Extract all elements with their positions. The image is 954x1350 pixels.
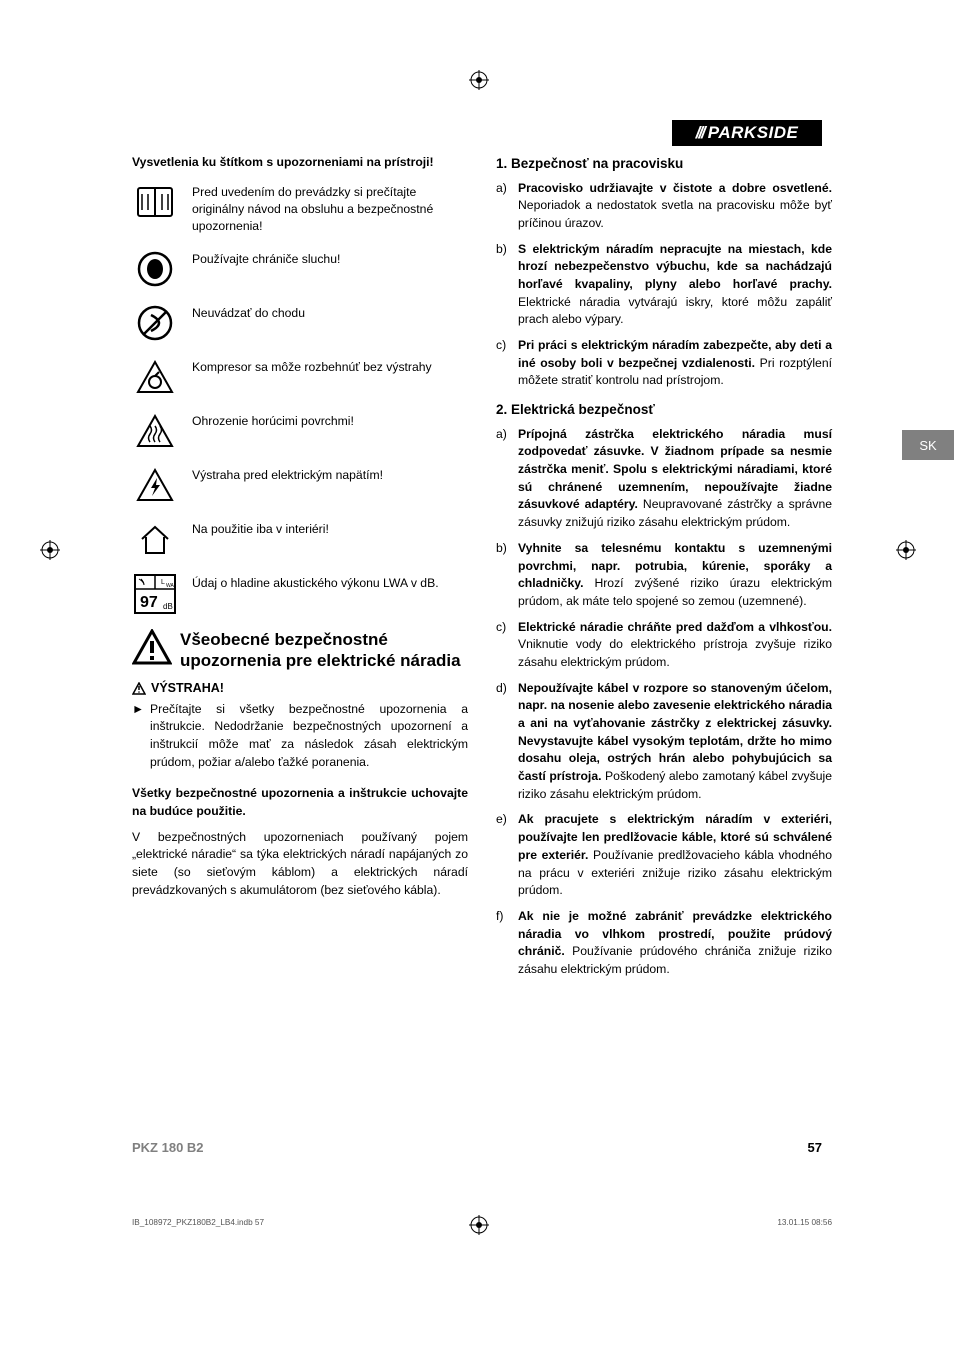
page-footer: PKZ 180 B2 57 (132, 1140, 822, 1155)
no-run-icon (132, 303, 178, 343)
s2-item-e: e) Ak pracujete s elektrickým náradím v … (496, 811, 832, 899)
language-tab: SK (902, 430, 954, 460)
s1-item-c: c) Pri práci s elektrickým náradím zabez… (496, 337, 832, 390)
page-number: 57 (808, 1140, 822, 1155)
icon-row-ear: Používajte chrániče sluchu! (132, 249, 468, 289)
icon-text: Údaj o hladine akustického výkonu LWA v … (192, 573, 468, 592)
icon-text: Pred uvedením do prevádzky si prečítajte… (192, 182, 468, 235)
small-warning-icon (132, 682, 146, 695)
icon-row-autostart: Kompresor sa môže rozbehnúť bez výstrahy (132, 357, 468, 397)
print-registration-left (40, 540, 60, 560)
right-column: 1. Bezpečnosť na pracovisku a) Pracovisk… (496, 154, 832, 987)
warning-triangle-icon (132, 629, 172, 672)
print-registration-top (469, 70, 489, 90)
hot-surface-icon (132, 411, 178, 451)
s2-item-a: a) Prípojná zástrčka elektrického náradi… (496, 426, 832, 532)
s2-item-f: f) Ak nie je možné zabrániť prevádzke el… (496, 908, 832, 979)
svg-text:dB: dB (163, 602, 173, 611)
icon-text: Na použitie iba v interiéri! (192, 519, 468, 538)
indoor-icon (132, 519, 178, 559)
imprint-line: IB_108972_PKZ180B2_LB4.indb 57 13.01.15 … (132, 1218, 832, 1227)
s1-item-b: b) S elektrickým náradím nepracujte na m… (496, 241, 832, 329)
warning-bullet: ► Prečítajte si všetky bezpečnostné upoz… (132, 701, 468, 782)
arrow-icon: ► (132, 701, 142, 782)
device-label-heading: Vysvetlenia ku štítkom s upozorneniami n… (132, 154, 468, 172)
svg-text:97: 97 (140, 594, 158, 611)
s2-item-d: d) Nepoužívajte kábel v rozpore so stano… (496, 680, 832, 804)
icon-text: Výstraha pred elektrickým napätím! (192, 465, 468, 484)
sound-icon: L WA 97 dB (132, 573, 178, 615)
icon-text: Kompresor sa môže rozbehnúť bez výstrahy (192, 357, 468, 376)
brand-logo: ///PARKSIDE (672, 120, 822, 146)
electric-icon (132, 465, 178, 505)
manual-icon (132, 182, 178, 222)
keep-instructions-bold: Všetky bezpečnostné upozornenia a inštru… (132, 785, 468, 820)
s2-item-b: b) Vyhnite sa telesnému kontaktu s uzemn… (496, 540, 832, 611)
left-column: Vysvetlenia ku štítkom s upozorneniami n… (132, 154, 468, 987)
section-1-heading: 1. Bezpečnosť na pracovisku (496, 154, 832, 174)
svg-text:L: L (161, 579, 165, 586)
icon-text: Používajte chrániče sluchu! (192, 249, 468, 268)
icon-text: Neuvádzať do chodu (192, 303, 468, 322)
icon-row-manual: Pred uvedením do prevádzky si prečítajte… (132, 182, 468, 235)
imprint-date: 13.01.15 08:56 (777, 1218, 832, 1227)
print-registration-right (896, 540, 916, 560)
icon-row-sound: L WA 97 dB Údaj o hladine akustického vý… (132, 573, 468, 615)
svg-text:WA: WA (166, 583, 175, 589)
icon-row-norun: Neuvádzať do chodu (132, 303, 468, 343)
s2-item-c: c) Elektrické náradie chráňte pred dažďo… (496, 619, 832, 672)
icon-row-electric: Výstraha pred elektrickým napätím! (132, 465, 468, 505)
icon-row-hot: Ohrozenie horúcimi povrchmi! (132, 411, 468, 451)
s1-item-a: a) Pracovisko udržiavajte v čistote a do… (496, 180, 832, 233)
icon-row-indoor: Na použitie iba v interiéri! (132, 519, 468, 559)
warning-body: Prečítajte si všetky bezpečnostné upozor… (150, 701, 468, 772)
warning-subheading: VÝSTRAHA! (132, 679, 468, 697)
imprint-file: IB_108972_PKZ180B2_LB4.indb 57 (132, 1218, 264, 1227)
auto-start-icon (132, 357, 178, 397)
keep-instructions-body: V bezpečnostných upozorneniach používaný… (132, 829, 468, 900)
model-number: PKZ 180 B2 (132, 1140, 204, 1155)
general-safety-heading: Všeobecné bezpečnostné upozornenia pre e… (132, 629, 468, 672)
icon-text: Ohrozenie horúcimi povrchmi! (192, 411, 468, 430)
section-2-heading: 2. Elektrická bezpečnosť (496, 400, 832, 420)
ear-protection-icon (132, 249, 178, 289)
